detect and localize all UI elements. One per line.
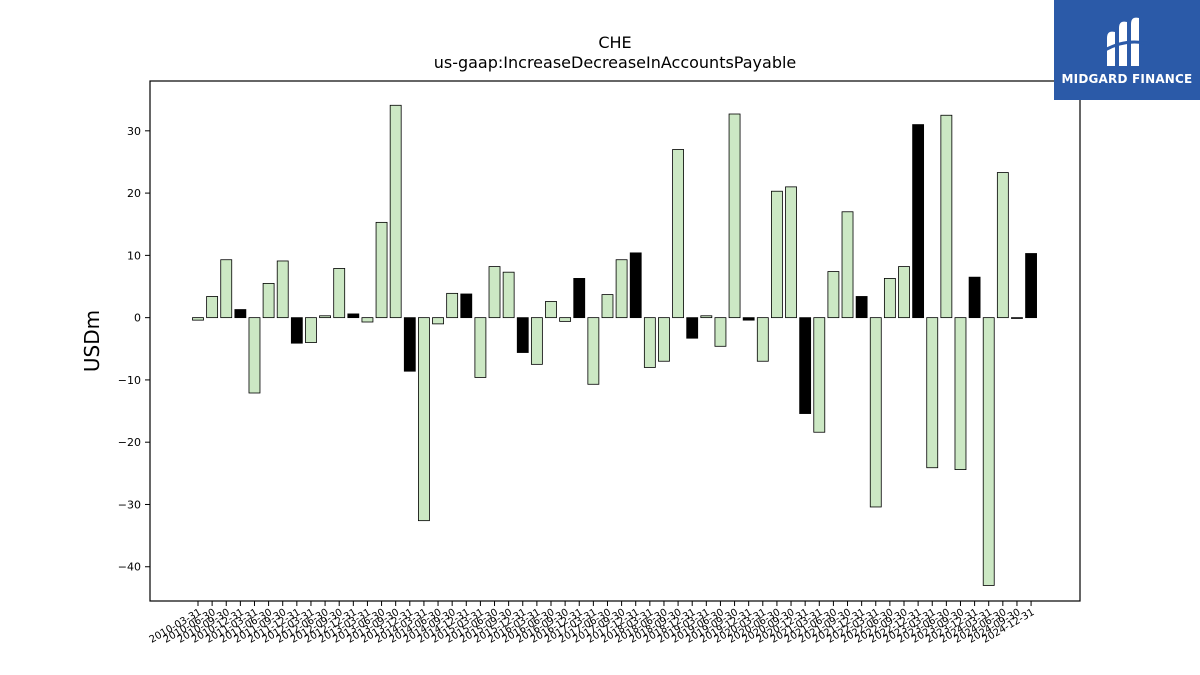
- y-axis-ticks: −40 −30 −20 −10 0 10 20 30: [118, 125, 150, 574]
- bar-2016-03-31: [530, 317, 543, 365]
- bar-2013-09-30: [389, 104, 402, 319]
- chart-title: CHE: [598, 33, 631, 52]
- bar-2011-03-31: [248, 317, 261, 394]
- bar-2010-12-31: [234, 309, 247, 319]
- chart-subtitle: us-gaap:IncreaseDecreaseInAccountsPayabl…: [434, 53, 797, 72]
- y-tick-label: −40: [118, 561, 141, 574]
- bar-2012-09-30: [333, 268, 346, 319]
- y-tick-label: 10: [127, 249, 141, 262]
- bar-2024-03-31: [982, 317, 995, 586]
- bar-2023-09-30: [954, 317, 967, 470]
- bar-2017-06-30: [601, 294, 614, 319]
- bar-2022-03-31: [869, 317, 882, 508]
- bar-2017-03-31: [587, 317, 600, 385]
- midgard-logo-icon: [1104, 17, 1150, 67]
- bar-2014-09-30: [446, 292, 459, 319]
- bar-2015-12-31: [516, 317, 529, 353]
- bar-2014-12-31: [460, 293, 473, 319]
- bar-2022-12-31: [912, 124, 925, 319]
- bar-2016-12-31: [573, 278, 586, 319]
- bar-2011-09-30: [276, 260, 289, 319]
- bar-2019-09-30: [728, 113, 741, 319]
- bar-2021-09-30: [841, 211, 854, 319]
- bar-2010-03-31: [192, 317, 204, 321]
- bar-2021-06-30: [827, 271, 840, 319]
- bar-2013-03-31: [361, 317, 374, 323]
- y-tick-label: −20: [118, 436, 141, 449]
- x-axis-ticks: 2010-03-312010-06-302010-09-302010-12-31…: [148, 601, 1037, 646]
- bar-2015-09-30: [502, 271, 515, 319]
- bar-2019-06-30: [714, 317, 727, 347]
- bar-2012-06-30: [319, 315, 331, 319]
- bar-2023-06-30: [940, 114, 953, 319]
- bar-2022-06-30: [883, 278, 896, 319]
- bar-2015-06-30: [488, 266, 501, 319]
- bar-2020-12-31: [799, 317, 812, 414]
- bar-2022-09-30: [898, 266, 910, 319]
- bar-2018-03-31: [643, 317, 656, 368]
- y-tick-label: −30: [118, 498, 141, 511]
- bar-2016-06-30: [545, 301, 557, 319]
- y-tick-label: 30: [127, 125, 141, 138]
- bar-2024-06-30: [996, 172, 1009, 319]
- y-tick-label: −10: [118, 374, 141, 387]
- bar-2018-12-31: [686, 317, 699, 339]
- bar-2020-06-30: [771, 190, 783, 319]
- bar-2017-12-31: [629, 252, 642, 319]
- midgard-finance-logo: MIDGARD FINANCE: [1054, 0, 1200, 100]
- bar-2012-03-31: [305, 317, 317, 343]
- logo-text: MIDGARD FINANCE: [1061, 72, 1193, 86]
- bar-2024-09-30: [1011, 317, 1023, 319]
- bar-2021-03-31: [813, 317, 826, 433]
- bar-2023-03-31: [926, 317, 939, 469]
- bar-2013-12-31: [403, 317, 416, 372]
- bar-2014-06-30: [432, 317, 444, 325]
- bar-2011-12-31: [290, 317, 303, 344]
- y-tick-label: 20: [127, 187, 141, 200]
- bar-2013-06-30: [375, 221, 388, 319]
- bar-2012-12-31: [347, 313, 360, 319]
- y-tick-label: 0: [134, 312, 141, 325]
- bar-2023-12-31: [968, 276, 981, 319]
- bars-group: [192, 104, 1037, 586]
- bar-2016-09-30: [559, 317, 572, 322]
- bar-2015-03-31: [474, 317, 487, 378]
- bar-2018-09-30: [672, 149, 684, 319]
- y-axis-label: USDm: [80, 310, 104, 372]
- bar-2019-12-31: [742, 317, 755, 321]
- bar-2011-06-30: [262, 282, 275, 319]
- bar-2020-03-31: [756, 317, 769, 362]
- bar-2010-09-30: [220, 259, 233, 319]
- bar-2020-09-30: [785, 186, 797, 319]
- bar-2010-06-30: [206, 296, 219, 319]
- bar-2019-03-31: [700, 315, 713, 319]
- bar-2021-12-31: [855, 296, 868, 319]
- bar-2024-12-31: [1025, 253, 1037, 319]
- bar-2014-03-31: [418, 317, 430, 522]
- plot-frame: [149, 80, 1081, 602]
- bar-2017-09-30: [615, 259, 628, 319]
- bar-2018-06-30: [658, 317, 670, 362]
